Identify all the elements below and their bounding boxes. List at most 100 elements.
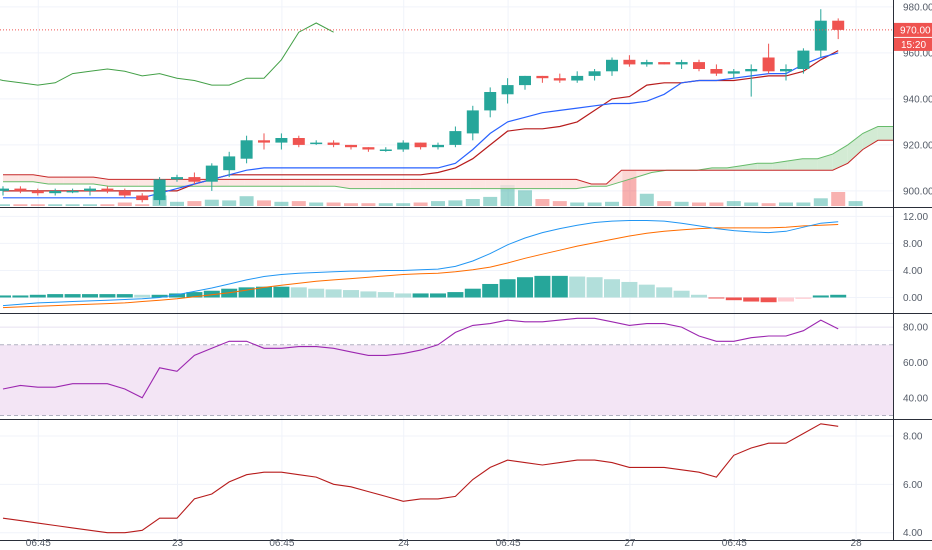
candle-body[interactable] <box>31 190 44 194</box>
time-tick-label: 06:45 <box>26 538 51 549</box>
macd-histogram-bar <box>812 295 829 298</box>
time-tick-label: 28 <box>851 538 863 549</box>
candle-body[interactable] <box>49 190 62 194</box>
candle-body[interactable] <box>623 59 636 65</box>
macd-tick-label: 4.00 <box>903 266 923 277</box>
volume-bar <box>552 201 567 206</box>
volume-bar <box>274 201 289 206</box>
volume-bar <box>587 202 602 206</box>
candle-body[interactable] <box>223 156 236 171</box>
volume-bar <box>726 201 741 206</box>
macd-histogram-bar <box>377 292 394 298</box>
candle-body[interactable] <box>675 62 688 65</box>
candle-body[interactable] <box>780 69 792 72</box>
kumo-cloud-segment <box>485 179 501 189</box>
candle-body[interactable] <box>310 142 323 145</box>
candle-body[interactable] <box>814 20 827 51</box>
rsi-pane[interactable] <box>0 317 893 416</box>
candle-body[interactable] <box>240 140 253 159</box>
candle-body[interactable] <box>14 188 27 191</box>
candle-body[interactable] <box>727 71 740 74</box>
volume-bar <box>135 204 150 206</box>
kumo-cloud-segment <box>123 179 139 187</box>
macd-histogram-bar <box>343 290 359 298</box>
price-scale[interactable]: 900.00 920.00 940.00 960.00 980.00 970.00 15:2… <box>894 2 932 539</box>
kumo-cloud-segment <box>33 174 49 184</box>
macd-histogram-bar <box>64 294 81 298</box>
candle-body[interactable] <box>379 149 392 152</box>
candle-body[interactable] <box>345 144 357 148</box>
price-pane[interactable] <box>0 9 893 206</box>
macd-histogram-bar <box>325 289 342 298</box>
candle-body[interactable] <box>0 188 9 191</box>
volume-bar <box>48 204 63 206</box>
macd-histogram-bar <box>517 277 533 298</box>
candle-body[interactable] <box>553 78 566 81</box>
candle-body[interactable] <box>693 62 705 69</box>
candle-body[interactable] <box>84 188 96 191</box>
candle-body[interactable] <box>327 142 340 145</box>
candle-body[interactable] <box>588 71 601 76</box>
candle-body[interactable] <box>536 75 549 79</box>
chikou-span-line <box>0 22 334 86</box>
candle-body[interactable] <box>118 190 131 196</box>
candle-body[interactable] <box>745 69 758 72</box>
candle-body[interactable] <box>205 165 218 182</box>
kumo-cloud-segment <box>440 179 456 189</box>
candle-body[interactable] <box>762 57 775 72</box>
macd-histogram-bar <box>673 290 690 298</box>
candle-body[interactable] <box>136 195 149 201</box>
kumo-cloud-segment <box>63 177 79 184</box>
candle-body[interactable] <box>501 85 514 95</box>
candle-body[interactable] <box>188 177 201 182</box>
macd-histogram-bar <box>116 294 133 298</box>
kumo-cloud-segment <box>244 179 260 187</box>
macd-histogram-bar <box>708 297 725 299</box>
candle-body[interactable] <box>258 140 270 143</box>
candle-body[interactable] <box>66 190 79 193</box>
candle-body[interactable] <box>797 50 810 69</box>
tenkan-line <box>3 52 839 199</box>
candle-body[interactable] <box>414 142 427 148</box>
macd-histogram-bar <box>290 287 307 298</box>
candle-body[interactable] <box>397 142 410 150</box>
indicator-pane[interactable] <box>2 423 839 534</box>
time-scale[interactable]: 06:45 23 06:45 24 06:45 27 06:45 28 <box>26 538 862 549</box>
candle-body[interactable] <box>466 110 479 134</box>
volume-bar <box>65 204 80 206</box>
candle-body[interactable] <box>292 138 305 145</box>
candle-body[interactable] <box>153 179 166 201</box>
macd-histogram-bar <box>621 281 638 298</box>
candle-body[interactable] <box>519 75 531 86</box>
candle-body[interactable] <box>606 59 618 72</box>
candle-body[interactable] <box>710 69 723 74</box>
volume-bar <box>535 199 550 206</box>
candle-body[interactable] <box>362 147 375 150</box>
candle-body[interactable] <box>571 75 584 81</box>
macd-histogram-bar <box>482 283 499 298</box>
kumo-cloud-segment <box>48 177 64 184</box>
candle-body[interactable] <box>275 138 288 143</box>
time-tick-label: 06:45 <box>269 538 294 549</box>
candle-body[interactable] <box>449 131 462 145</box>
kumo-cloud-segment <box>711 167 728 171</box>
candle-body[interactable] <box>658 62 671 65</box>
kumo-cloud-segment <box>425 179 441 189</box>
candle-body[interactable] <box>832 20 845 30</box>
candle-body[interactable] <box>101 188 114 191</box>
candle-body[interactable] <box>432 144 444 148</box>
macd-pane[interactable] <box>0 220 847 309</box>
candle-body[interactable] <box>484 92 497 111</box>
macd-histogram-bar <box>256 286 272 298</box>
kumo-cloud-segment <box>802 158 818 171</box>
volume-bar <box>448 200 463 206</box>
volume-bar <box>831 192 846 206</box>
volume-bar <box>30 204 45 206</box>
volume-bar <box>257 200 271 206</box>
candle-body[interactable] <box>640 62 653 65</box>
kumo-cloud-segment <box>289 179 305 187</box>
volume-bar <box>413 202 428 206</box>
macd-histogram-bar <box>134 294 151 298</box>
candle-body[interactable] <box>171 177 183 180</box>
